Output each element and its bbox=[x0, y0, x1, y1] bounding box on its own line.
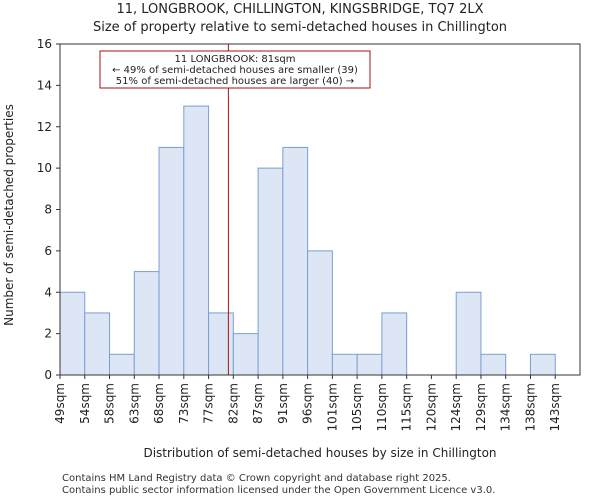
y-tick-label: 16 bbox=[37, 37, 52, 51]
x-tick-label: 134sqm bbox=[499, 383, 513, 431]
y-tick-label: 4 bbox=[44, 285, 52, 299]
footer-licence: Contains public sector information licen… bbox=[62, 485, 496, 496]
bar-138sqm bbox=[529, 353, 556, 376]
y-tick-label: 10 bbox=[37, 161, 52, 175]
y-tick-label: 6 bbox=[44, 244, 52, 258]
x-tick-label: 87sqm bbox=[251, 383, 265, 424]
x-axis-label: Distribution of semi-detached houses by … bbox=[143, 446, 496, 460]
x-tick-label: 143sqm bbox=[548, 383, 562, 431]
y-axis-label: Number of semi-detached properties bbox=[2, 104, 16, 326]
bar-73sqm bbox=[183, 105, 210, 376]
annotation-line-1: 11 LONGBROOK: 81sqm bbox=[175, 54, 296, 65]
annotation-box bbox=[99, 50, 371, 89]
x-tick-label: 82sqm bbox=[226, 383, 240, 424]
x-tick-label: 96sqm bbox=[301, 383, 315, 424]
bar-87sqm bbox=[257, 167, 284, 376]
x-tick-label: 110sqm bbox=[375, 383, 389, 431]
y-tick-label: 2 bbox=[44, 327, 52, 341]
bar-82sqm bbox=[232, 333, 259, 376]
x-tick-label: 58sqm bbox=[103, 383, 117, 424]
x-tick-label: 105sqm bbox=[350, 383, 364, 431]
bar-54sqm bbox=[84, 312, 111, 376]
x-tick-label: 91sqm bbox=[276, 383, 290, 424]
bar-110sqm bbox=[381, 312, 408, 376]
y-tick-label: 0 bbox=[44, 368, 52, 382]
y-tick-label: 8 bbox=[44, 203, 52, 217]
x-tick-label: 54sqm bbox=[78, 383, 92, 424]
chart-subtitle: Size of property relative to semi-detach… bbox=[92, 20, 508, 35]
bar-77sqm bbox=[208, 312, 234, 376]
bar-58sqm bbox=[109, 353, 135, 376]
bar-124sqm bbox=[455, 291, 482, 376]
x-tick-label: 63sqm bbox=[127, 383, 141, 424]
chart-title: 11, LONGBROOK, CHILLINGTON, KINGSBRIDGE,… bbox=[116, 2, 484, 17]
y-tick-label: 12 bbox=[37, 120, 52, 134]
bar-96sqm bbox=[307, 250, 333, 376]
footer-copyright: Contains HM Land Registry data © Crown c… bbox=[62, 473, 451, 484]
x-tick-label: 124sqm bbox=[449, 383, 463, 431]
x-tick-label: 68sqm bbox=[152, 383, 166, 424]
annotation-line-3: 51% of semi-detached houses are larger (… bbox=[116, 76, 354, 87]
bar-129sqm bbox=[480, 353, 507, 376]
bar-91sqm bbox=[282, 146, 309, 376]
bar-101sqm bbox=[331, 353, 358, 376]
y-tick-label: 14 bbox=[37, 78, 52, 92]
x-tick-label: 138sqm bbox=[523, 383, 537, 431]
x-tick-label: 101sqm bbox=[325, 383, 339, 431]
x-tick-label: 115sqm bbox=[400, 383, 414, 431]
x-tick-label: 49sqm bbox=[53, 383, 67, 424]
x-tick-label: 77sqm bbox=[202, 383, 216, 424]
x-tick-label: 129sqm bbox=[474, 383, 488, 431]
histogram-chart: 0 2 4 6 8 10 12 14 16 49sqm 54sqm 58sqm 63sqm 68sqm 73… bbox=[2, 37, 581, 460]
annotation-line-2: ← 49% of semi-detached houses are smalle… bbox=[112, 65, 358, 76]
bar-68sqm bbox=[158, 146, 185, 376]
x-tick-label: 120sqm bbox=[424, 383, 438, 431]
bar-63sqm bbox=[133, 271, 160, 376]
bar-49sqm bbox=[59, 291, 86, 376]
bar-105sqm bbox=[356, 353, 383, 376]
x-tick-label: 73sqm bbox=[177, 383, 191, 424]
